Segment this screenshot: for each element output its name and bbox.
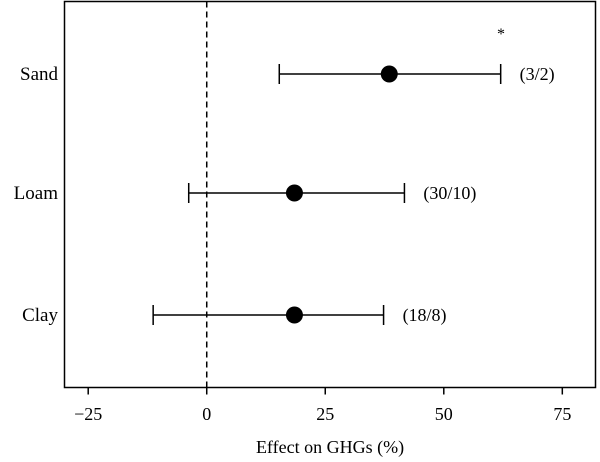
category-label: Clay [22,305,58,326]
x-tick-label: 75 [553,404,571,424]
x-tick-label: 0 [202,404,211,424]
category-label: Loam [14,183,59,204]
x-axis-label: Effect on GHGs (%) [256,437,404,458]
estimate-point [285,184,303,202]
count-annotation: (30/10) [423,183,476,204]
row-clay: Clay (18/8) [22,305,447,326]
x-axis: −25 0 25 50 75 [74,387,571,424]
x-tick-label: −25 [74,404,102,424]
plot-frame [63,0,597,389]
x-tick-label: 50 [435,404,453,424]
count-annotation: (18/8) [403,305,447,326]
count-annotation: (3/2) [520,64,555,85]
estimate-point [380,65,398,83]
significance-marker: * [497,26,505,43]
row-loam: Loam (30/10) [14,183,476,204]
category-label: Sand [20,64,59,85]
x-tick-label: 25 [316,404,334,424]
estimate-point [285,306,303,324]
row-sand: Sand (3/2) * [20,26,555,85]
rows-layer: Sand (3/2) * Loam (30/10) Clay (18/8) [14,26,555,326]
